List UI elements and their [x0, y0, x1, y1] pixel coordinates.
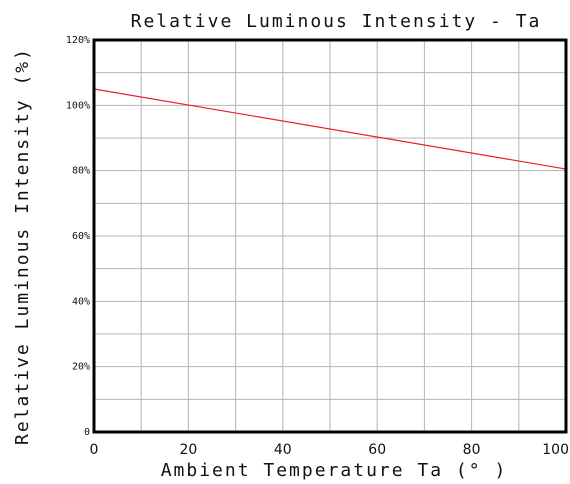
y-tick-label: 0: [84, 427, 90, 438]
x-axis-label: Ambient Temperature Ta (° ): [161, 460, 508, 481]
y-tick-label: 80%: [72, 166, 90, 177]
y-tick-labels: 0 20% 40% 60% 80% 100% 120%: [66, 35, 90, 438]
plot-frame: [92, 38, 568, 434]
series-line: [93, 88, 567, 170]
x-tick-label: 20: [179, 442, 197, 458]
y-tick-label: 120%: [66, 35, 90, 46]
y-tick-label: 20%: [72, 362, 90, 373]
x-tick-label: 0: [90, 442, 99, 458]
grid: [94, 40, 566, 432]
chart-title: Relative Luminous Intensity - Ta: [131, 11, 542, 32]
y-axis-label: Relative Luminous Intensity (%): [12, 47, 33, 445]
x-tick-label: 40: [274, 442, 292, 458]
y-tick-label: 100%: [66, 100, 90, 111]
y-tick-label: 40%: [72, 296, 90, 307]
x-tick-label: 100: [542, 442, 569, 458]
x-tick-label: 80: [463, 442, 481, 458]
x-tick-labels: 0 20 40 60 80 100: [90, 442, 569, 458]
y-tick-label: 60%: [72, 231, 90, 242]
x-tick-label: 60: [368, 442, 386, 458]
series-layer: [93, 88, 567, 170]
